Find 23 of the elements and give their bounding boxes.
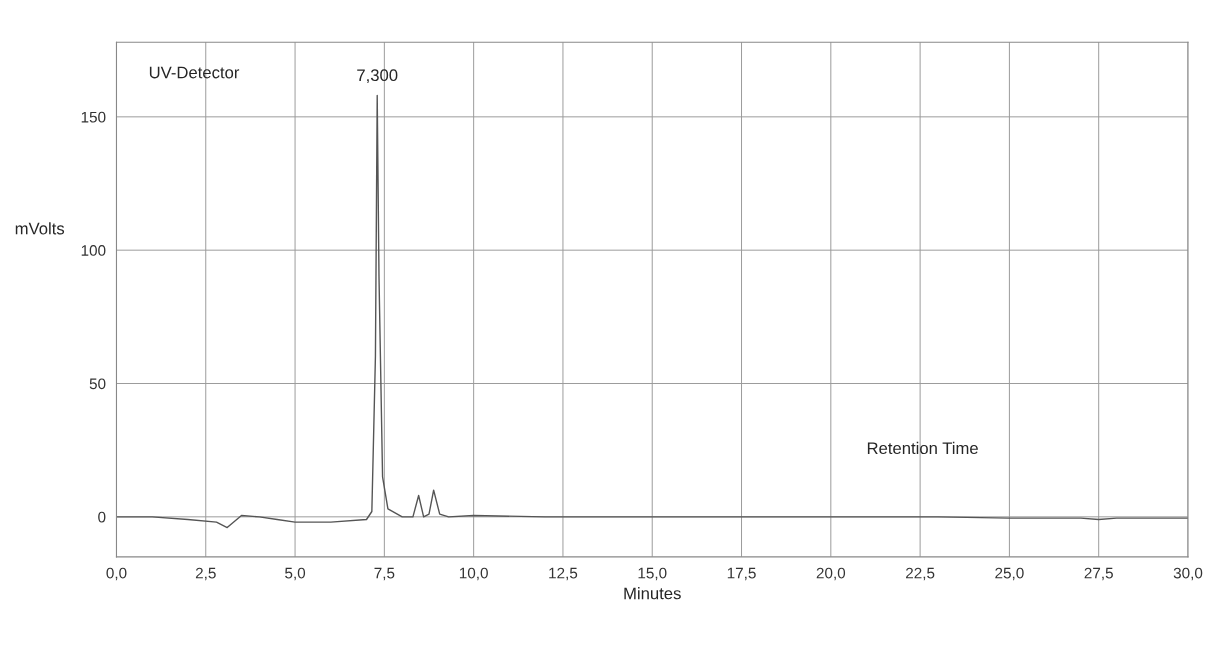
annotation: 7,300 [357,69,398,84]
x-tick-label: 20,0 [816,567,846,581]
annotation: UV-Detector [149,66,240,79]
x-tick-label: 17,5 [727,567,756,581]
x-tick-label: 2,5 [195,567,216,581]
x-tick-label: 0,0 [106,567,127,581]
x-axis-title: Minutes [624,587,681,600]
x-tick-label: 12,5 [549,567,578,581]
x-tick-label: 10,0 [459,567,488,581]
x-tick-label: 22,5 [906,567,935,581]
x-tick-label: 30,0 [1173,567,1203,581]
y-tick-label: 100 [81,245,106,256]
x-tick-label: 15,0 [638,567,667,581]
y-tick-label: 0 [98,511,106,523]
y-tick-label: 50 [89,378,106,390]
y-axis-title: mVolts [15,222,65,235]
x-tick-label: 7,5 [374,567,395,581]
line-series [116,94,1188,529]
x-tick-label: 25,0 [995,567,1024,581]
x-tick-label: 27,5 [1084,567,1113,581]
annotation: Retention Time [867,441,978,455]
y-tick-label: 150 [81,111,106,123]
x-tick-label: 5,0 [285,567,306,581]
